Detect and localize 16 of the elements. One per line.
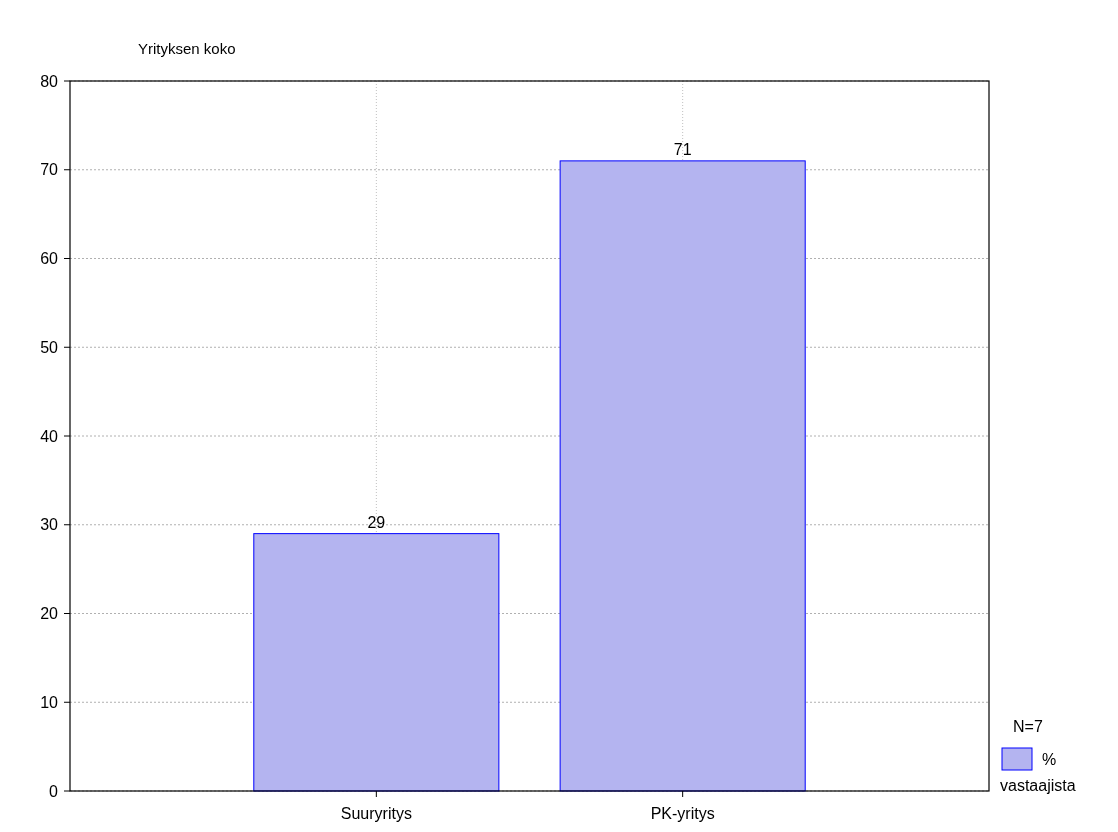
chart-title: Yrityksen koko bbox=[138, 40, 236, 57]
y-tick-label: 80 bbox=[40, 72, 59, 90]
y-tick-label: 40 bbox=[40, 427, 59, 445]
y-tick-label: 30 bbox=[40, 516, 59, 534]
legend-title: N=7 bbox=[1013, 718, 1043, 735]
y-tick-label: 0 bbox=[49, 782, 59, 800]
y-tick-label: 10 bbox=[40, 693, 59, 711]
data-label: 29 bbox=[367, 513, 386, 531]
y-tick-label: 50 bbox=[40, 338, 59, 356]
y-tick-label: 20 bbox=[40, 605, 59, 623]
legend-label: % vastaajista bbox=[1000, 751, 1076, 794]
y-tick-label: 70 bbox=[40, 161, 59, 179]
x-tick-label: Suuryritys bbox=[340, 805, 412, 822]
x-tick-label: PK-yritys bbox=[650, 805, 715, 822]
data-label: 71 bbox=[673, 140, 692, 158]
y-tick-label: 60 bbox=[40, 250, 59, 268]
